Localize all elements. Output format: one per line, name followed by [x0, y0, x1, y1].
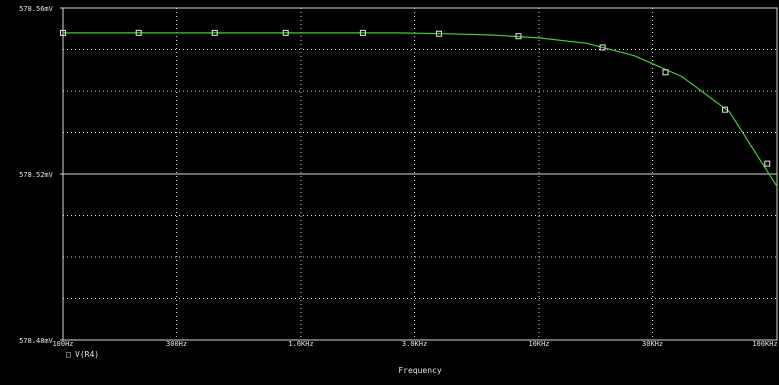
grid-lines [63, 8, 777, 340]
y-tick-label: 578.56mV [19, 5, 54, 13]
series-line [63, 32, 778, 187]
data-point-marker [435, 30, 442, 37]
y-tick-label: 578.48mV [19, 337, 54, 345]
legend: □ V(R4) [66, 350, 99, 359]
data-point-marker [282, 29, 289, 36]
x-tick-label: 10KHz [528, 340, 549, 348]
data-point-marker [359, 29, 366, 36]
x-tick-label: 30KHz [642, 340, 663, 348]
data-point-marker [515, 33, 522, 40]
x-axis-title: Frequency [398, 366, 442, 375]
data-point-marker [722, 106, 729, 113]
data-point-marker [599, 44, 606, 51]
x-tick-label: 1.0KHz [288, 340, 313, 348]
legend-series-label: V(R4) [75, 350, 99, 359]
y-axis-tick-labels: 578.56mV 578.52mV 578.48mV [19, 5, 63, 345]
legend-marker-symbol: □ [66, 350, 71, 359]
x-axis-tick-labels: 100Hz 300Hz 1.0KHz 3.0KHz 10KHz 30KHz 100KHz [52, 340, 777, 348]
x-tick-label: 300Hz [166, 340, 187, 348]
x-tick-label: 3.0KHz [402, 340, 427, 348]
data-point-marker [60, 29, 66, 36]
x-tick-label: 100Hz [52, 340, 73, 348]
x-tick-label: 100KHz [752, 340, 777, 348]
trace-layer [60, 29, 778, 187]
data-point-marker [764, 160, 771, 167]
data-point-marker [135, 29, 142, 36]
data-point-marker [211, 29, 218, 36]
y-tick-label: 578.52mV [19, 171, 54, 179]
data-point-marker [662, 69, 669, 76]
